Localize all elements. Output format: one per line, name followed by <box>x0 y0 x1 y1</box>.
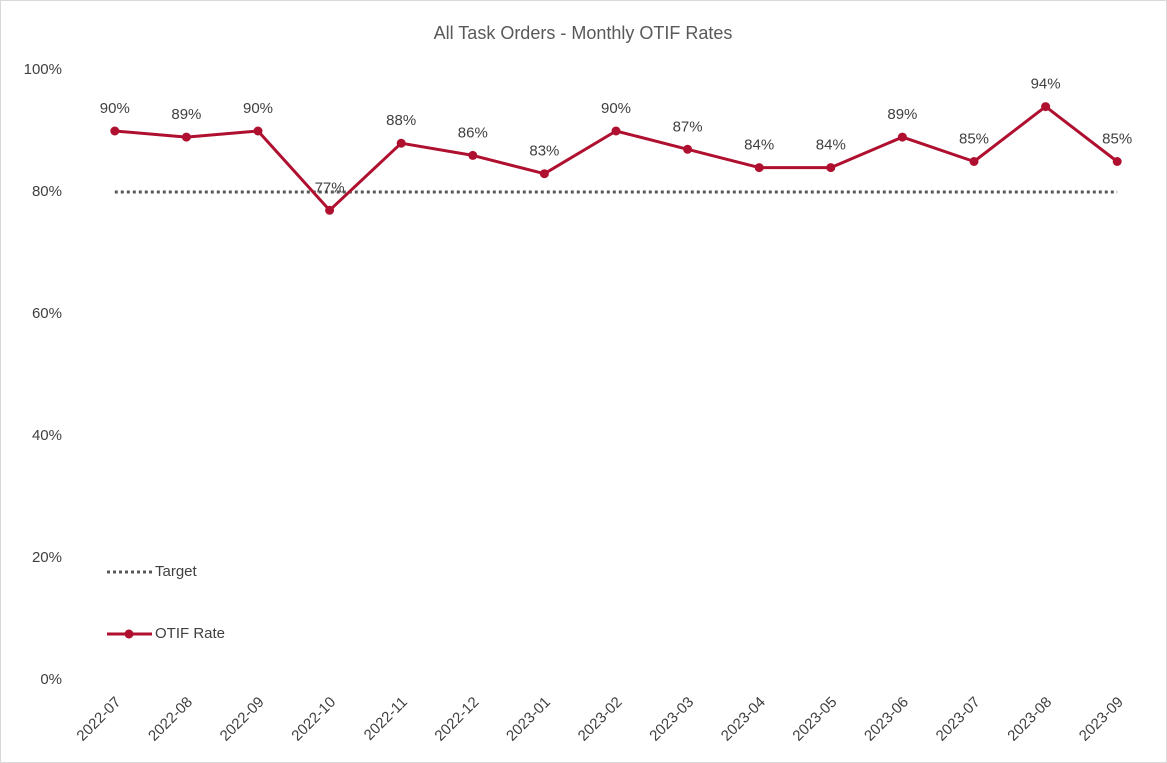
point <box>253 126 263 136</box>
chart-title: All Task Orders - Monthly OTIF Rates <box>434 23 733 43</box>
legend-label: Target <box>155 563 198 580</box>
data-label: 94% <box>1031 76 1061 93</box>
data-label: 84% <box>816 137 846 154</box>
data-label: 90% <box>601 100 631 117</box>
data-label: 89% <box>887 106 917 123</box>
y-tick-label: 60% <box>32 305 62 322</box>
point <box>754 163 764 173</box>
data-label: 90% <box>243 100 273 117</box>
y-tick-label: 20% <box>32 549 62 566</box>
point <box>897 132 907 142</box>
point <box>110 126 120 136</box>
data-label: 85% <box>1102 130 1132 147</box>
data-label: 89% <box>171 106 201 123</box>
data-label: 85% <box>959 130 989 147</box>
data-label: 83% <box>529 143 559 160</box>
data-label: 90% <box>100 100 130 117</box>
data-label: 84% <box>744 137 774 154</box>
legend-label: OTIF Rate <box>155 625 225 642</box>
point <box>1041 102 1051 112</box>
point <box>826 163 836 173</box>
data-label: 88% <box>386 112 416 129</box>
point <box>1112 157 1122 166</box>
point <box>683 144 693 154</box>
y-tick-label: 100% <box>24 61 62 78</box>
point <box>468 150 478 160</box>
y-tick-label: 0% <box>40 671 62 688</box>
y-tick-label: 40% <box>32 427 62 444</box>
point <box>325 205 335 215</box>
point <box>969 157 979 166</box>
legend-marker <box>124 629 134 639</box>
point <box>396 138 406 148</box>
y-tick-label: 80% <box>32 183 62 200</box>
data-label: 86% <box>458 124 488 141</box>
data-label: 77% <box>315 179 345 196</box>
point <box>181 132 191 142</box>
point <box>539 169 549 179</box>
point <box>611 126 621 136</box>
data-label: 87% <box>673 118 703 135</box>
